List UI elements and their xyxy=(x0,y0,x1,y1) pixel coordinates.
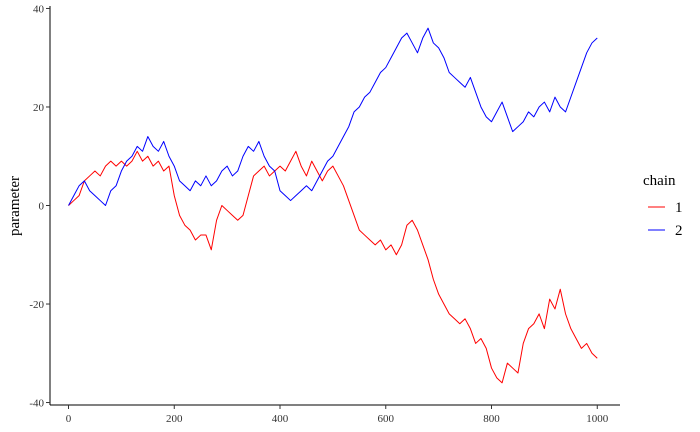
plot-area: 0 200 400 600 800 1000 -40 -20 0 20 40 xyxy=(29,3,620,425)
legend-label: 2 xyxy=(675,223,683,239)
y-axis-ticks: -40 -20 0 20 40 xyxy=(29,3,50,410)
y-axis-title: parameter xyxy=(7,176,23,236)
legend-items: 12 xyxy=(648,200,683,239)
legend-item-2: 2 xyxy=(648,223,683,239)
y-tick-label: -40 xyxy=(29,398,44,410)
series-line-2 xyxy=(68,27,598,206)
x-tick-label: 1000 xyxy=(586,413,609,425)
x-axis-ticks: 0 200 400 600 800 1000 xyxy=(66,405,609,425)
x-tick-label: 400 xyxy=(272,413,289,425)
series-line-1 xyxy=(68,150,598,384)
x-tick-label: 200 xyxy=(166,413,183,425)
legend-title: chain xyxy=(643,173,676,189)
legend-label: 1 xyxy=(675,200,683,216)
y-tick-label: 20 xyxy=(33,102,45,114)
legend: chain 12 xyxy=(643,173,683,239)
x-tick-label: 600 xyxy=(378,413,395,425)
legend-item-1: 1 xyxy=(648,200,683,216)
y-tick-label: 0 xyxy=(39,201,45,213)
y-tick-label: 40 xyxy=(33,3,45,15)
x-tick-label: 800 xyxy=(483,413,500,425)
series-lines xyxy=(68,27,598,384)
y-tick-label: -20 xyxy=(29,299,44,311)
x-tick-label: 0 xyxy=(66,413,72,425)
